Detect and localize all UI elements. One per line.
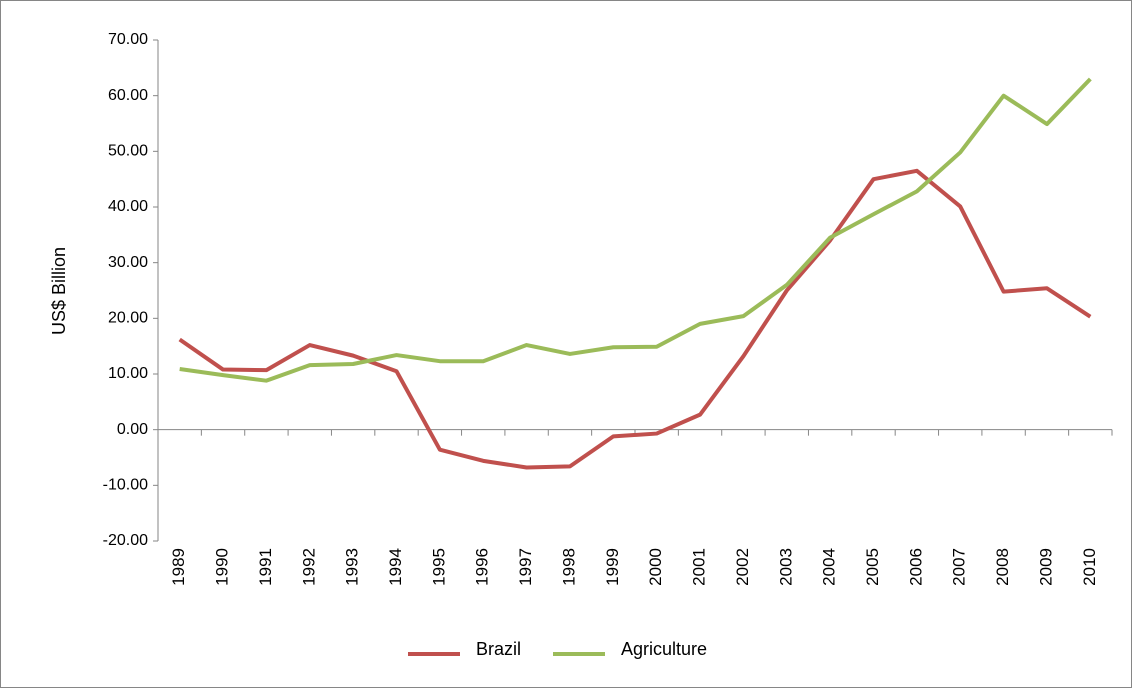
y-tick-label: -10.00 [103,477,148,494]
y-tick-label: 0.00 [117,421,148,438]
x-tick-label: 1992 [299,548,318,586]
x-tick-label: 1995 [429,548,448,586]
x-tick-label: 1989 [169,548,188,586]
x-tick-label: 1990 [213,548,232,586]
x-tick-label: 2005 [863,548,882,586]
y-tick-label: 60.00 [108,87,148,104]
y-tick-label: 30.00 [108,254,148,271]
y-tick-label: 70.00 [108,31,148,48]
legend-label: Brazil [476,639,521,659]
x-tick-label: 2009 [1036,548,1055,586]
x-tick-label: 1998 [559,548,578,586]
y-axis-label: US$ Billion [49,247,69,335]
y-tick-label: 50.00 [108,143,148,160]
x-tick-label: 1999 [603,548,622,586]
x-tick-label: 2003 [776,548,795,586]
y-tick-label: -20.00 [103,532,148,549]
y-tick-label: 10.00 [108,365,148,382]
legend-label: Agriculture [621,639,707,659]
x-tick-label: 1993 [343,548,362,586]
x-tick-label: 2002 [733,548,752,586]
x-tick-label: 1991 [256,548,275,586]
x-tick-label: 2007 [950,548,969,586]
y-tick-label: 40.00 [108,198,148,215]
x-tick-label: 1994 [386,548,405,586]
x-tick-label: 2000 [646,548,665,586]
x-tick-label: 2004 [820,548,839,586]
x-tick-label: 2006 [906,548,925,586]
x-tick-label: 1997 [516,548,535,586]
x-tick-label: 2001 [690,548,709,586]
x-tick-label: 1996 [473,548,492,586]
series-line [178,168,1092,470]
x-tick-label: 2010 [1080,548,1099,586]
x-tick-label: 2008 [993,548,1012,586]
y-tick-label: 20.00 [108,310,148,327]
series-line [179,77,1092,383]
